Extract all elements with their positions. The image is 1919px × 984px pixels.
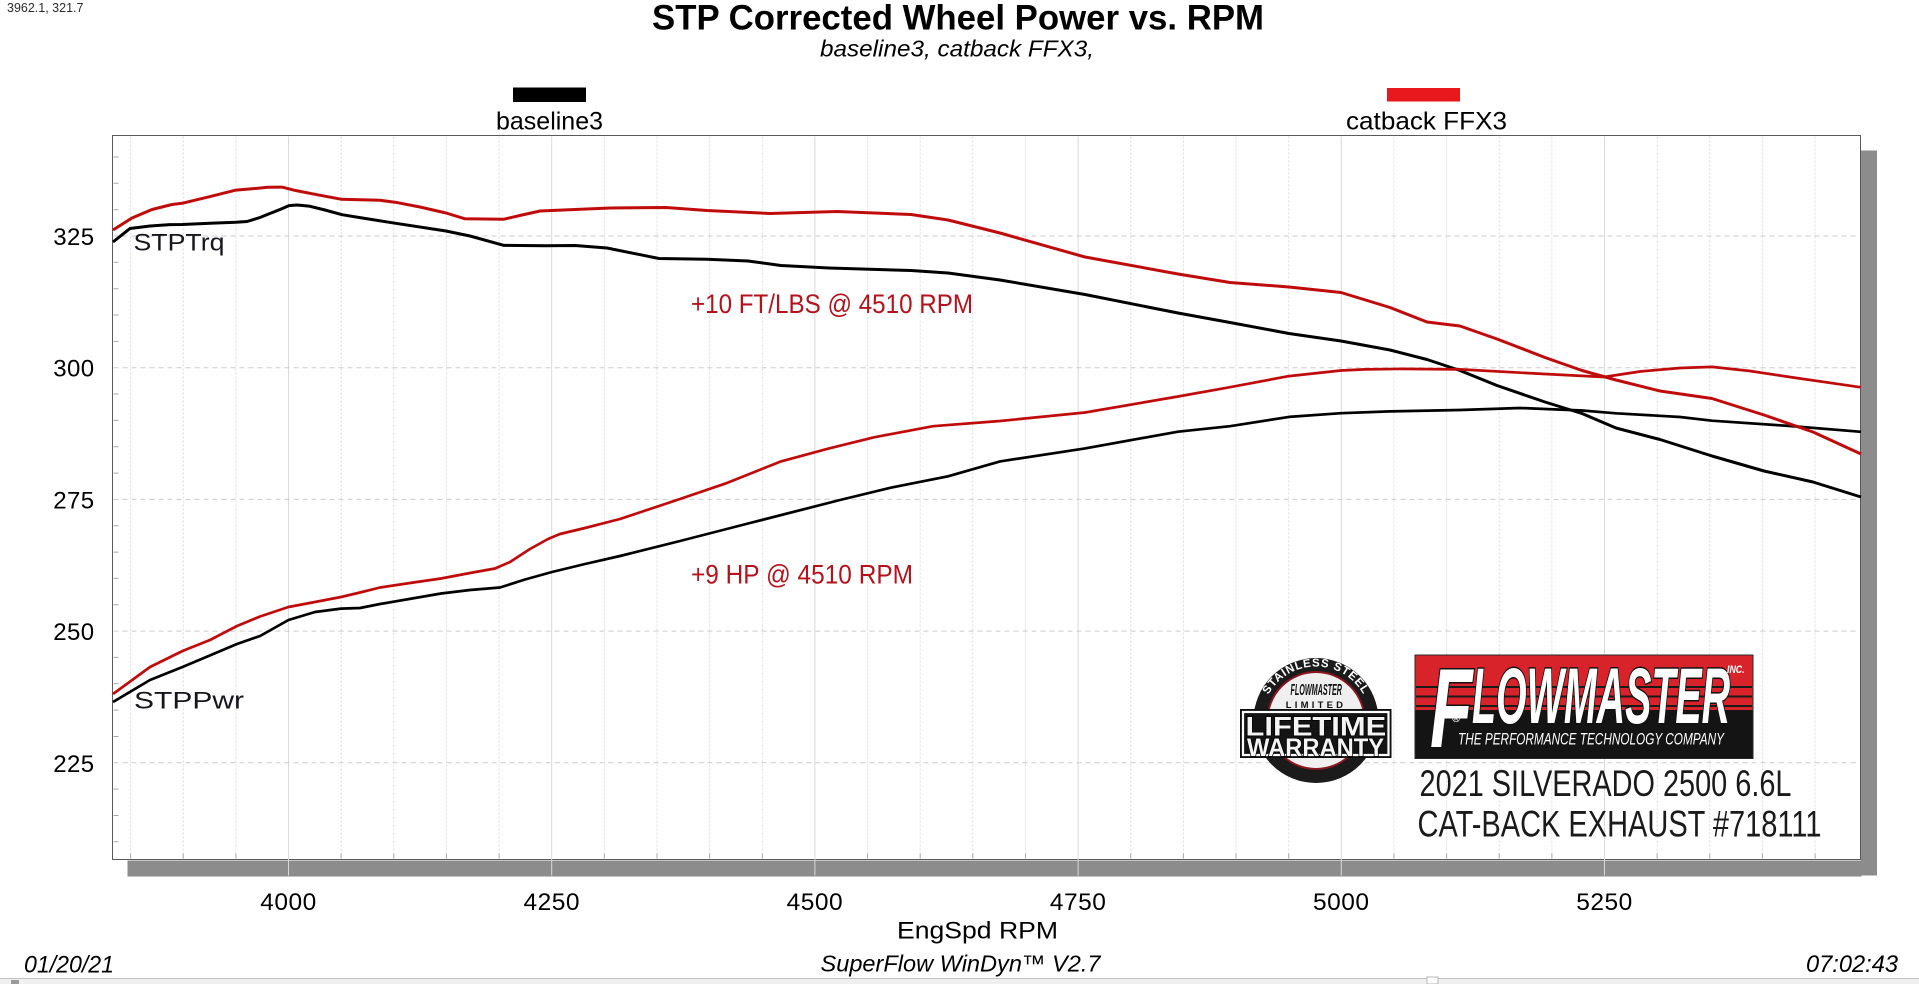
svg-text:225: 225 [53,751,94,778]
svg-text:LOWMASTER: LOWMASTER [1472,653,1730,740]
svg-text:FLOWMASTER: FLOWMASTER [1291,681,1343,699]
svg-text:LIFETIME: LIFETIME [1246,711,1387,741]
svg-text:SuperFlow WinDyn™ V2.7: SuperFlow WinDyn™ V2.7 [821,951,1102,977]
svg-text:WARRANTY: WARRANTY [1247,734,1384,762]
svg-text:5000: 5000 [1313,889,1370,916]
svg-text:STPPwr: STPPwr [134,688,244,715]
svg-text:300: 300 [53,356,94,383]
svg-text:INC.: INC. [1727,664,1745,676]
svg-text:EngSpd RPM: EngSpd RPM [897,918,1058,945]
svg-text:3962.1, 321.7: 3962.1, 321.7 [7,1,84,15]
svg-text:275: 275 [53,487,94,514]
svg-text:baseline3, catback FFX3,: baseline3, catback FFX3, [820,36,1094,62]
svg-text:01/20/21: 01/20/21 [24,952,114,979]
svg-text:4750: 4750 [1050,889,1107,916]
svg-text:STP Corrected Wheel Power vs.: STP Corrected Wheel Power vs. RPM [652,0,1264,38]
svg-text:+10 FT/LBS @ 4510 RPM: +10 FT/LBS @ 4510 RPM [691,289,973,319]
svg-text:+9 HP @ 4510 RPM: +9 HP @ 4510 RPM [691,560,913,590]
svg-text:07:02:43: 07:02:43 [1806,951,1899,978]
svg-text:4500: 4500 [787,889,844,916]
svg-text:4000: 4000 [260,889,317,916]
svg-text:250: 250 [53,619,94,646]
svg-text:LIMITED: LIMITED [1286,700,1346,711]
svg-text:F: F [1430,646,1474,771]
svg-text:5250: 5250 [1576,889,1633,916]
svg-text:catback FFX3: catback FFX3 [1346,108,1507,136]
svg-text:2021 SILVERADO 2500 6.6L: 2021 SILVERADO 2500 6.6L [1420,762,1792,804]
svg-text:325: 325 [53,224,94,251]
svg-text:baseline3: baseline3 [496,108,603,136]
svg-text:STPTrq: STPTrq [134,230,225,257]
svg-text:THE PERFORMANCE TECHNOLOGY COM: THE PERFORMANCE TECHNOLOGY COMPANY [1458,731,1725,749]
svg-text:®: ® [1452,713,1460,725]
svg-text:CAT-BACK EXHAUST #718111: CAT-BACK EXHAUST #718111 [1418,803,1822,845]
svg-text:4250: 4250 [523,889,580,916]
